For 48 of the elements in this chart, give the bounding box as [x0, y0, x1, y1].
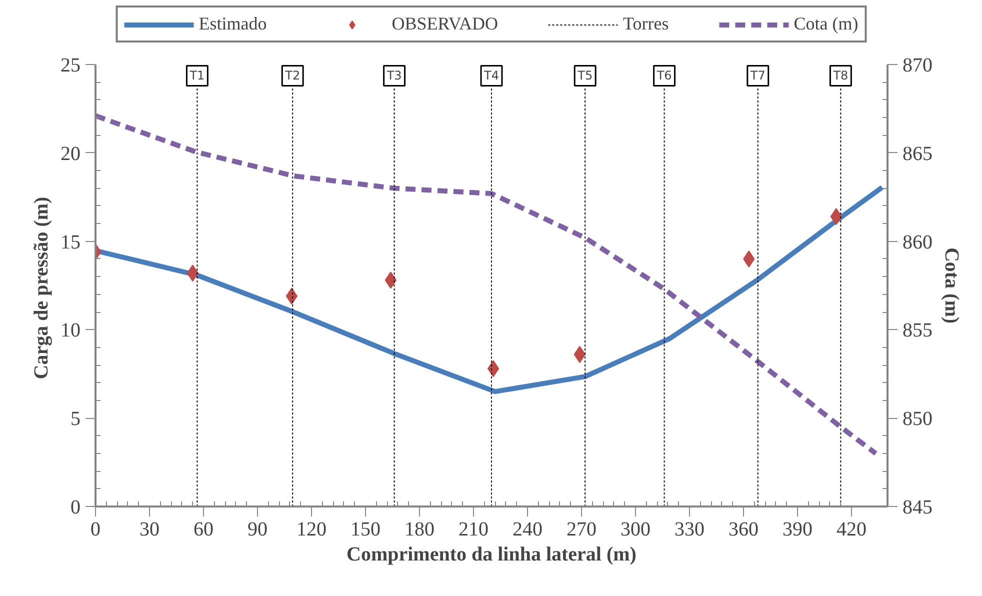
y2-axis-title: Cota (m) — [940, 247, 962, 324]
y2-tick-label: 850 — [902, 408, 932, 430]
ref-line-label: T5 — [576, 68, 593, 83]
y-tick-label: 20 — [60, 142, 80, 165]
y2-tick-label: 855 — [902, 320, 932, 342]
x-tick-label: 240 — [512, 518, 542, 540]
point — [574, 346, 586, 363]
x-axis-title: Comprimento da linha lateral (m) — [346, 544, 636, 566]
x-tick-label: 420 — [836, 518, 866, 540]
ref-line-label: T8 — [832, 68, 848, 83]
y-tick-label: 10 — [60, 320, 80, 342]
x-tick-label: 0 — [90, 518, 100, 540]
ref-line-label: T4 — [483, 68, 499, 83]
legend-label: OBSERVADO — [392, 14, 498, 34]
y2-tick-label: 845 — [902, 496, 932, 518]
x-tick-label: 30 — [140, 518, 160, 540]
x-tick-label: 330 — [674, 518, 704, 540]
point — [830, 208, 842, 226]
ref-line-label: T2 — [284, 68, 300, 83]
y2-tick-label: 865 — [902, 142, 932, 165]
y-tick-label: 5 — [70, 408, 80, 430]
y-tick-label: 25 — [60, 54, 80, 76]
point — [186, 264, 199, 282]
x-tick-label: 300 — [620, 518, 650, 540]
point — [487, 360, 500, 378]
x-tick-label: 150 — [350, 518, 380, 540]
point — [384, 272, 397, 289]
x-tick-label: 180 — [404, 518, 434, 540]
point — [286, 288, 298, 305]
x-tick-label: 60 — [194, 518, 214, 540]
legend-label: Cota (m) — [794, 14, 858, 34]
ref-line-label: T7 — [749, 68, 766, 83]
y-axis-title: Carga de pressão (m) — [30, 196, 52, 380]
x-tick-label: 270 — [566, 518, 596, 540]
x-tick-label: 360 — [728, 518, 758, 540]
x-tick-label: 90 — [248, 518, 268, 540]
y-tick-label: 15 — [60, 231, 80, 254]
y2-tick-label: 870 — [902, 54, 932, 76]
x-tick-label: 390 — [782, 518, 812, 540]
y2-tick-label: 860 — [902, 231, 932, 254]
ref-line-label: T6 — [656, 68, 672, 83]
ref-line-label: T3 — [386, 68, 402, 83]
x-tick-label: 120 — [296, 518, 326, 540]
x-tick-label: 210 — [458, 518, 488, 540]
text: Torres — [623, 14, 669, 34]
legend-label: Estimado — [198, 14, 267, 34]
ref-line-label: T1 — [188, 68, 205, 83]
y-tick-label: 0 — [70, 496, 80, 518]
